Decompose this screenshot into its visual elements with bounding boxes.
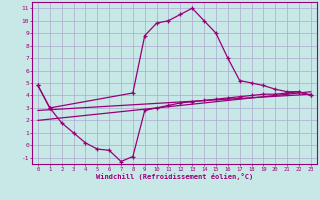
X-axis label: Windchill (Refroidissement éolien,°C): Windchill (Refroidissement éolien,°C) bbox=[96, 173, 253, 180]
